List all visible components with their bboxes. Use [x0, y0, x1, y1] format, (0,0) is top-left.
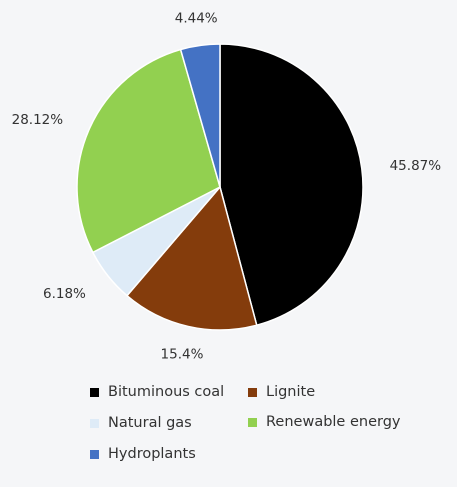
legend-swatch-natural-gas [90, 418, 99, 428]
legend-swatch-lignite [248, 387, 257, 397]
data-label-natural-gas: 6.18% [43, 286, 86, 302]
pie-slice-lignite[interactable] [126, 186, 258, 331]
legend-label-lignite: Lignite [266, 384, 316, 400]
legend-swatch-bituminous-coal [90, 387, 99, 397]
pie-slices [76, 43, 364, 331]
legend-item-renewable-energy[interactable]: Renewable energy [248, 414, 401, 430]
pie-labels: 45.87% 15.4% 6.18% 28.12% 4.44% [12, 11, 442, 363]
data-label-lignite: 15.4% [161, 347, 204, 363]
legend-label-hydroplants: Hydroplants [108, 446, 196, 462]
legend-item-lignite[interactable]: Lignite [248, 384, 315, 400]
data-label-bituminous-coal: 45.87% [390, 158, 442, 174]
legend-item-natural-gas[interactable]: Natural gas [90, 415, 192, 431]
legend-swatch-renewable-energy [248, 417, 257, 427]
pie-slice-hydroplants[interactable] [179, 43, 221, 188]
legend-label-natural-gas: Natural gas [108, 415, 192, 431]
legend-label-renewable-energy: Renewable energy [266, 414, 401, 430]
pie-chart: 45.87% 15.4% 6.18% 28.12% 4.44% [12, 11, 442, 363]
chart-legend: Bituminous coal Lignite Natural gas Rene… [0, 378, 457, 483]
data-label-renewable-energy: 28.12% [12, 112, 64, 128]
legend-item-hydroplants[interactable]: Hydroplants [90, 446, 196, 462]
pie-slice-bituminous-coal[interactable] [219, 43, 364, 326]
data-label-hydroplants: 4.44% [175, 11, 218, 27]
legend-swatch-hydroplants [90, 449, 99, 459]
legend-item-bituminous-coal[interactable]: Bituminous coal [90, 384, 224, 400]
pie-slice-renewable-energy[interactable] [76, 48, 221, 254]
legend-label-bituminous-coal: Bituminous coal [108, 384, 225, 400]
